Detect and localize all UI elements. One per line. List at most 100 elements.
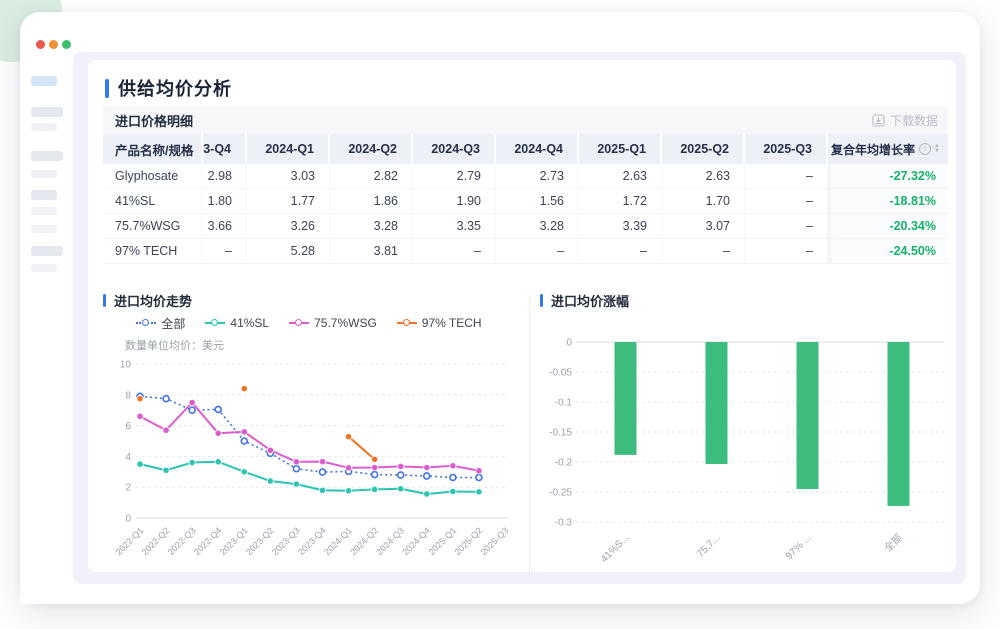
svg-text:4: 4 xyxy=(125,452,131,463)
table-row: 41%SL 1.80 1.77 1.86 1.90 1.56 1.72 1.70– -18.81… xyxy=(103,189,948,214)
legend-marker-icon xyxy=(396,319,417,327)
bar xyxy=(614,342,637,455)
bar-chart-title: 进口均价涨幅 xyxy=(551,293,630,309)
svg-text:0: 0 xyxy=(566,338,572,349)
window-controls xyxy=(36,40,71,49)
bar-chart: 0 -0.05 -0.1 -0.15 -0.2 -0.25 -0.3 41%S... 75.7.… xyxy=(549,338,944,565)
svg-text:-0.15: -0.15 xyxy=(549,428,572,439)
download-data-button[interactable]: 下载数据 xyxy=(872,112,938,129)
price-cell: 3.66 xyxy=(203,214,247,238)
column-header: 复合年均增长率 i ▲ ▼ xyxy=(831,142,940,157)
line-chart-subtitle: 数量单位均价：美元 xyxy=(125,340,224,352)
price-cell: 3.26 xyxy=(247,214,330,238)
svg-text:0: 0 xyxy=(125,514,131,525)
bar-chart-section: 进口均价涨幅 0 -0.05 -0.1 -0.15 -0.2 -0.25 -0.3 41%S.… xyxy=(540,290,948,571)
column-header: 2024-Q3 xyxy=(413,134,496,164)
bar-category-label: 41%S... xyxy=(599,532,632,565)
svg-text:-0.1: -0.1 xyxy=(555,398,573,409)
price-cell: 1.86 xyxy=(330,189,413,213)
price-cell: – xyxy=(745,239,828,263)
product-name-cell: 41%SL xyxy=(103,189,203,213)
bar xyxy=(705,342,728,465)
cagr-info-icon[interactable]: i xyxy=(919,143,932,155)
price-cell: – xyxy=(745,164,828,188)
sidebar-skeleton-bar xyxy=(31,76,57,86)
cagr-cell: -24.50% xyxy=(828,239,948,263)
analysis-card: 供给均价分析 进口价格明细 下载数据 产品名称/规格 3-Q4 2024-Q1 202… xyxy=(88,60,956,575)
cagr-cell: -20.34% xyxy=(828,214,948,238)
price-cell: – xyxy=(745,214,828,238)
line-chart: 02468102022-Q12022-Q22022-Q32022-Q42023-… xyxy=(114,360,511,558)
price-cell: 3.81 xyxy=(330,239,413,263)
line-chart-legend: 全部 41%SL 75.7%WSG 97% TECH xyxy=(103,314,515,332)
close-window-button[interactable] xyxy=(36,40,45,49)
main-content: 供给均价分析 进口价格明细 下载数据 产品名称/规格 3-Q4 2024-Q1 202… xyxy=(73,52,966,584)
column-header: 2025-Q3 xyxy=(745,134,828,164)
legend-item[interactable]: 97% TECH xyxy=(396,316,482,330)
price-cell: 3.03 xyxy=(247,164,330,188)
sort-icon[interactable]: ▲ ▼ xyxy=(934,143,940,154)
price-cell: – xyxy=(745,189,828,213)
column-header: 2024-Q1 xyxy=(247,134,330,164)
table-row: 97% TECH –5.28 3.81– – – – – -24.50% xyxy=(103,239,948,264)
legend-marker-icon xyxy=(289,319,310,327)
sidebar-skeleton xyxy=(20,56,73,604)
price-cell: 3.39 xyxy=(579,214,662,238)
price-cell: – xyxy=(413,239,496,263)
table-header-row: 产品名称/规格 3-Q4 2024-Q1 2024-Q2 2024-Q3 2024-Q4 2… xyxy=(103,134,948,164)
legend-label: 全部 xyxy=(161,316,186,331)
svg-text:6: 6 xyxy=(125,421,131,432)
svg-text:10: 10 xyxy=(120,360,132,371)
legend-item[interactable]: 75.7%WSG xyxy=(289,316,377,330)
page-title: 供给均价分析 xyxy=(118,79,232,99)
sidebar-skeleton-bar xyxy=(31,264,57,272)
svg-text:-0.2: -0.2 xyxy=(555,458,573,469)
line-chart-title-row: 进口均价走势 xyxy=(103,290,515,310)
price-cell: 3.35 xyxy=(413,214,496,238)
sidebar-skeleton-bar xyxy=(31,246,63,256)
legend-marker-icon xyxy=(205,319,226,327)
sidebar-skeleton-bar xyxy=(31,225,57,233)
sidebar-skeleton-bar xyxy=(31,151,63,161)
price-cell: 2.63 xyxy=(579,164,662,188)
minimize-window-button[interactable] xyxy=(49,40,58,49)
bar-category-label: 全部 xyxy=(881,531,904,554)
sidebar-skeleton-bar xyxy=(31,123,57,131)
svg-text:-0.3: -0.3 xyxy=(555,518,573,529)
price-cell: 3.28 xyxy=(496,214,579,238)
price-cell: – xyxy=(496,239,579,263)
line-chart-section: 进口均价走势 全部 41%SL 75.7%WSG 97% TECH 数量单位均价：美元… xyxy=(103,290,515,576)
price-cell: 1.72 xyxy=(579,189,662,213)
price-cell: 2.98 xyxy=(203,164,247,188)
svg-text:-0.05: -0.05 xyxy=(549,368,572,379)
cagr-cell: -27.32% xyxy=(828,164,948,188)
price-cell: 1.77 xyxy=(247,189,330,213)
svg-text:8: 8 xyxy=(125,390,131,401)
sidebar-skeleton-bar xyxy=(31,190,57,200)
price-cell: – xyxy=(203,239,247,263)
legend-label: 97% TECH xyxy=(421,316,482,330)
download-icon xyxy=(872,113,885,127)
column-header: 2025-Q1 xyxy=(579,134,662,164)
legend-item[interactable]: 全部 xyxy=(136,315,185,332)
maximize-window-button[interactable] xyxy=(62,40,71,49)
x-axis-label: 2025-Q3 xyxy=(479,525,511,557)
price-cell: 5.28 xyxy=(247,239,330,263)
price-cell: 3.28 xyxy=(330,214,413,238)
table-section-header: 进口价格明细 下载数据 xyxy=(103,106,948,134)
legend-item[interactable]: 41%SL xyxy=(205,316,269,330)
price-cell: 1.90 xyxy=(413,189,496,213)
product-name-cell: 75.7%WSG xyxy=(103,214,203,238)
download-label: 下载数据 xyxy=(889,113,938,128)
sidebar-skeleton-bar xyxy=(31,170,57,178)
product-name-cell: 97% TECH xyxy=(103,239,203,263)
bar-category-label: 97% ... xyxy=(784,532,814,562)
legend-label: 41%SL xyxy=(230,316,270,330)
svg-text:-0.25: -0.25 xyxy=(549,488,572,499)
sidebar-skeleton-bar xyxy=(31,107,63,117)
bar-category-label: 75.7... xyxy=(695,532,722,559)
bar-chart-title-row: 进口均价涨幅 xyxy=(540,290,948,310)
title-accent-bar xyxy=(105,78,109,98)
chart-accent-bar xyxy=(540,293,543,307)
